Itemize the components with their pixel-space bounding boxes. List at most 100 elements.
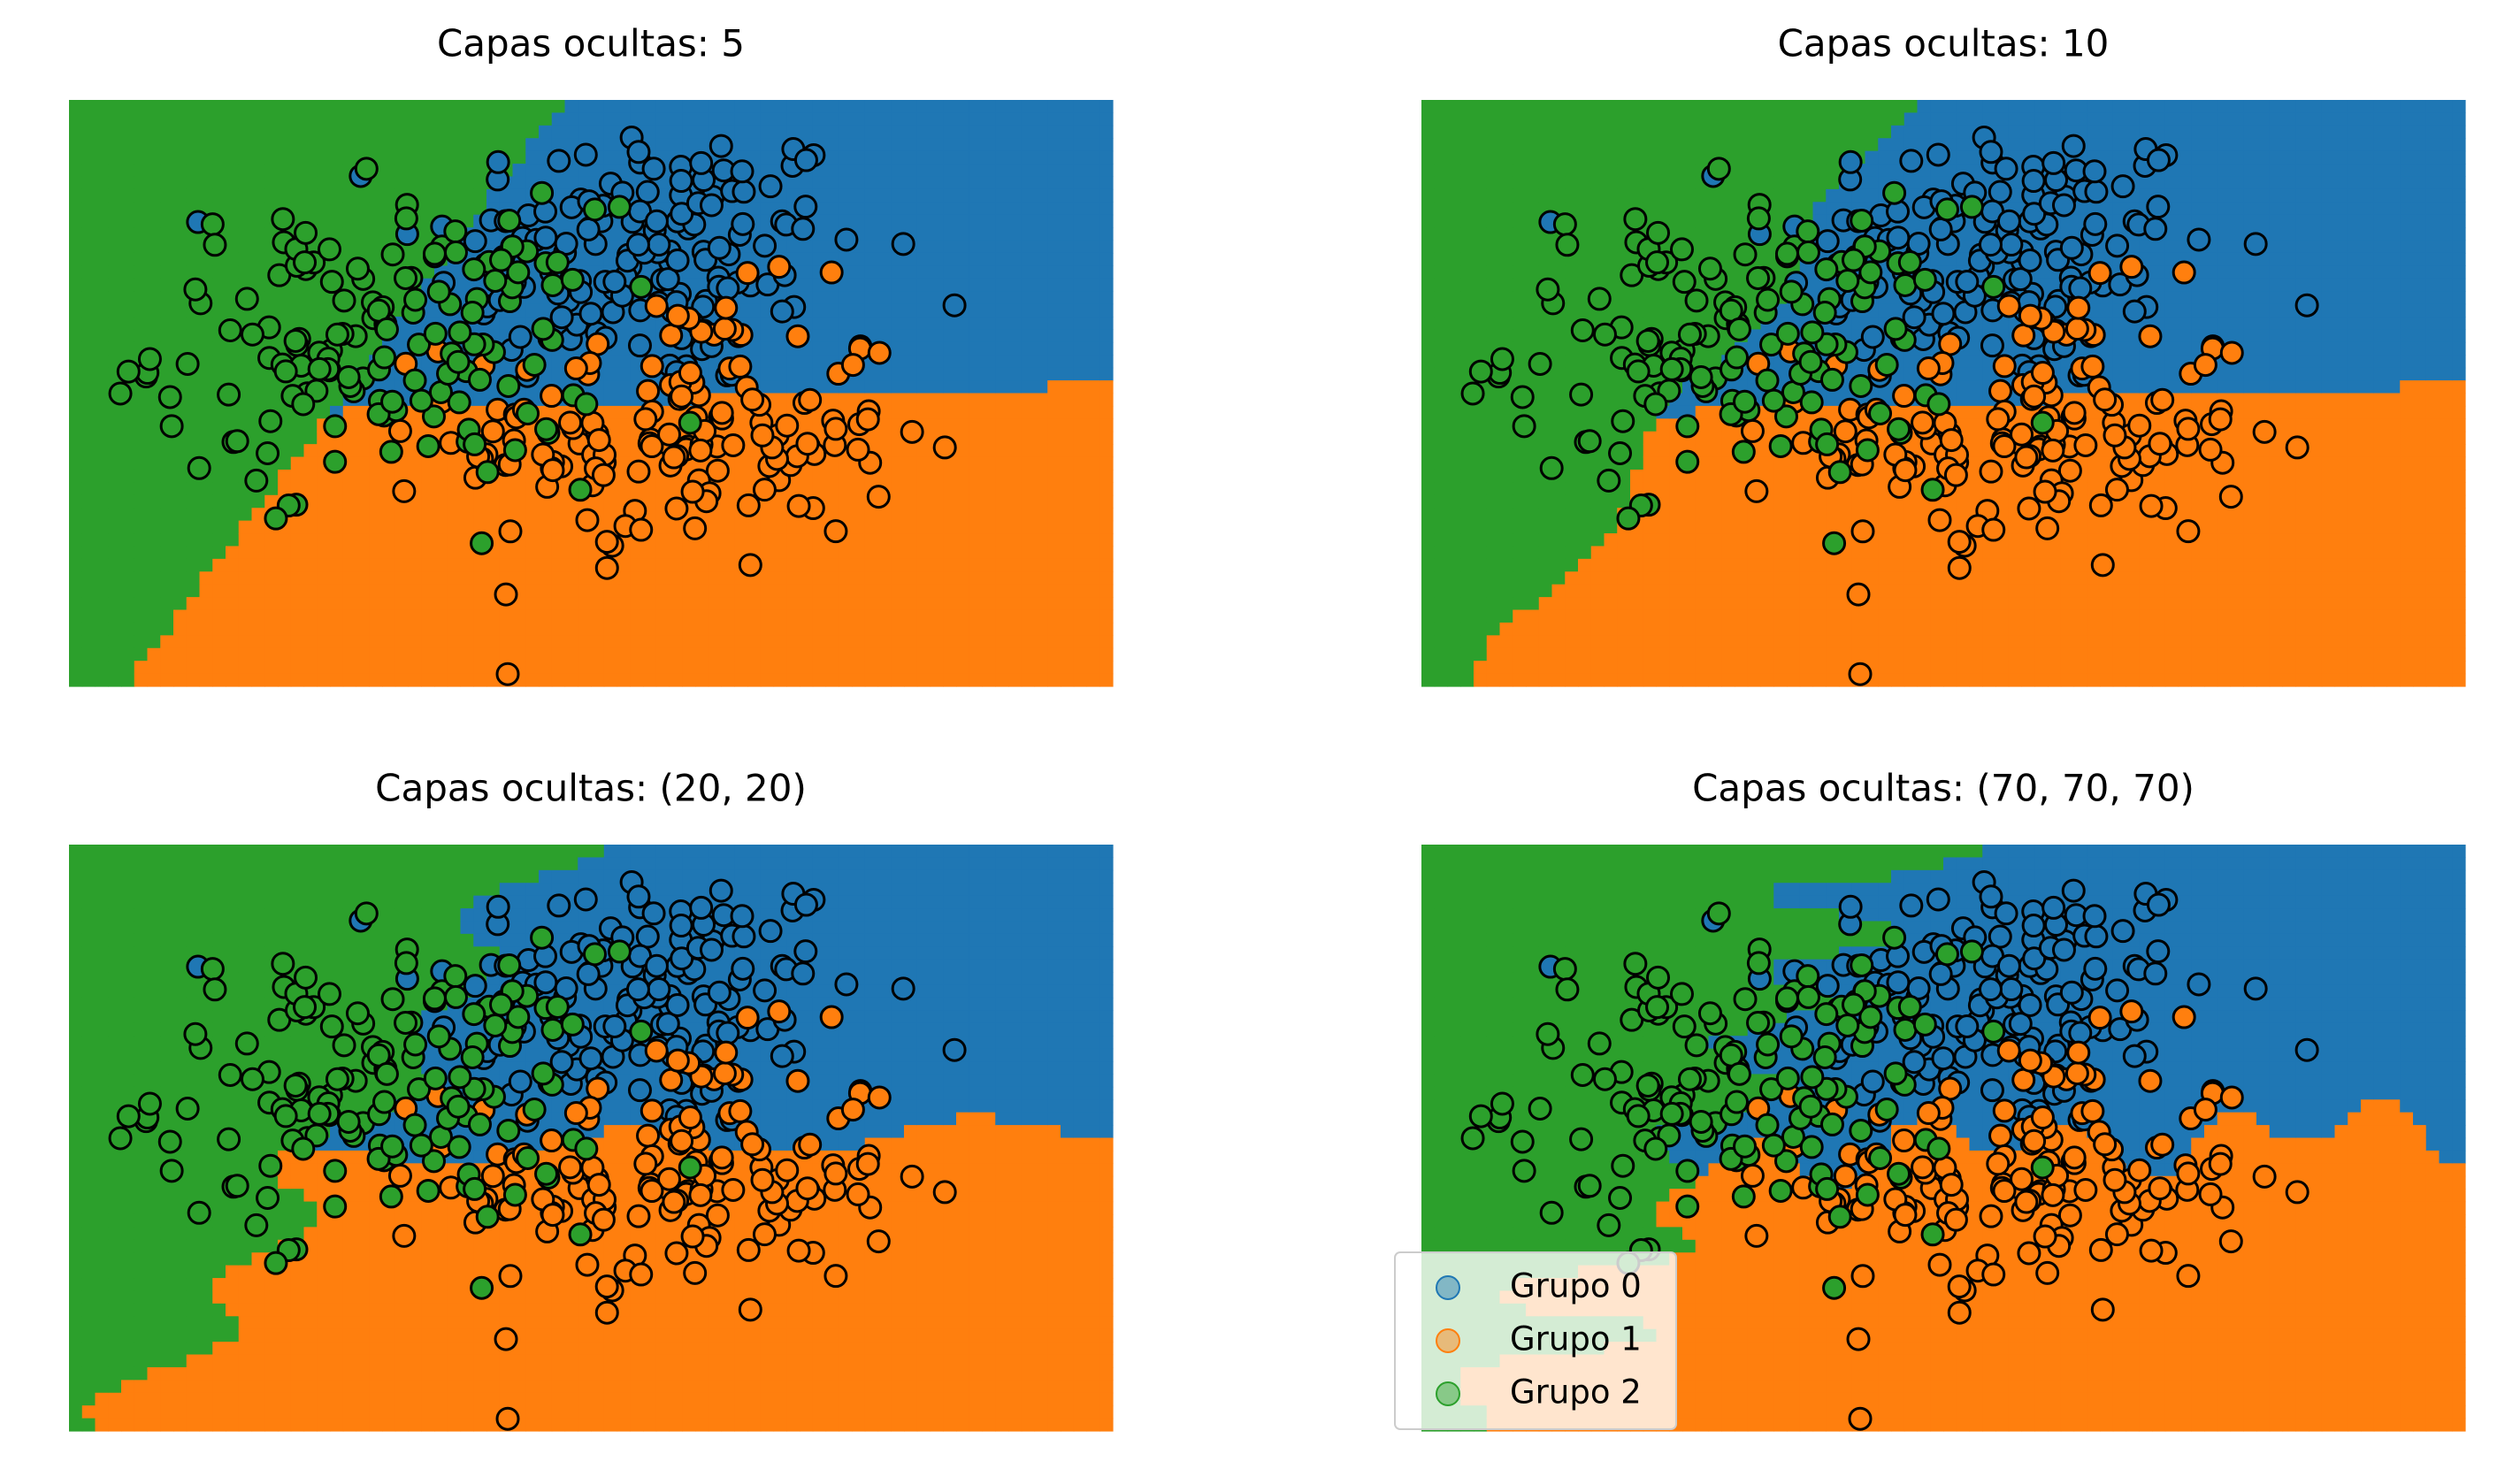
region-cell bbox=[1099, 546, 1114, 560]
region-cell bbox=[578, 533, 592, 547]
region-cell bbox=[342, 202, 357, 216]
region-cell bbox=[551, 661, 566, 675]
region-cell bbox=[1538, 520, 1553, 534]
data-point bbox=[558, 410, 583, 435]
region-cell bbox=[473, 673, 487, 687]
region-cell bbox=[81, 494, 96, 509]
region-cell bbox=[786, 647, 800, 662]
region-cell bbox=[930, 494, 944, 509]
region-cell bbox=[81, 482, 96, 496]
region-cell bbox=[1460, 584, 1474, 598]
region-cell bbox=[512, 188, 526, 203]
region-cell bbox=[969, 227, 984, 241]
region-cell bbox=[564, 661, 578, 675]
region-cell bbox=[812, 661, 827, 675]
region-cell bbox=[121, 278, 135, 292]
region-cell bbox=[1486, 317, 1501, 331]
region-cell bbox=[982, 584, 996, 598]
region-cell bbox=[551, 647, 566, 662]
region-cell bbox=[525, 546, 540, 560]
region-cell bbox=[1590, 367, 1605, 381]
region-cell bbox=[864, 240, 879, 254]
region-cell bbox=[904, 303, 918, 318]
region-cell bbox=[134, 444, 149, 458]
region-cell bbox=[916, 558, 931, 572]
region-cell bbox=[1643, 469, 1658, 483]
region-cell bbox=[134, 647, 149, 662]
region-cell bbox=[147, 520, 161, 534]
region-cell bbox=[1590, 188, 1605, 203]
region-cell bbox=[342, 188, 357, 203]
region-cell bbox=[81, 635, 96, 649]
region-cell bbox=[447, 482, 462, 496]
region-cell bbox=[1643, 597, 1658, 611]
region-cell bbox=[382, 597, 396, 611]
region-cell bbox=[617, 355, 631, 369]
region-cell bbox=[956, 227, 970, 241]
region-cell bbox=[1073, 418, 1088, 432]
region-cell bbox=[956, 584, 970, 598]
region-cell bbox=[525, 469, 540, 483]
region-cell bbox=[1034, 456, 1048, 471]
region-cell bbox=[969, 341, 984, 356]
region-cell bbox=[81, 176, 96, 190]
region-cell bbox=[1421, 533, 1436, 547]
region-cell bbox=[1073, 100, 1088, 114]
region-cell bbox=[1073, 482, 1088, 496]
data-point bbox=[846, 437, 870, 462]
region-cell bbox=[434, 150, 448, 164]
region-cell bbox=[1034, 278, 1048, 292]
region-cell bbox=[160, 482, 174, 496]
region-cell bbox=[460, 546, 474, 560]
region-cell bbox=[447, 138, 462, 152]
data-point bbox=[200, 212, 225, 237]
region-cell bbox=[81, 405, 96, 419]
region-cell bbox=[290, 673, 305, 687]
region-cell bbox=[1499, 635, 1513, 649]
region-cell bbox=[825, 661, 839, 675]
region-cell bbox=[995, 329, 1009, 343]
region-cell bbox=[1590, 546, 1605, 560]
region-cell bbox=[134, 533, 149, 547]
region-cell bbox=[539, 661, 553, 675]
region-cell bbox=[603, 150, 618, 164]
region-cell bbox=[943, 380, 957, 394]
region-cell bbox=[760, 546, 775, 560]
region-cell bbox=[1578, 405, 1592, 419]
region-cell bbox=[982, 240, 996, 254]
region-cell bbox=[212, 494, 226, 509]
region-cell bbox=[186, 661, 201, 675]
region-cell bbox=[290, 176, 305, 190]
region-cell bbox=[1047, 647, 1061, 662]
region-cell bbox=[342, 661, 357, 675]
region-cell bbox=[1021, 622, 1036, 636]
region-cell bbox=[369, 469, 383, 483]
region-cell bbox=[1460, 571, 1474, 585]
region-cell bbox=[1590, 456, 1605, 471]
region-cell bbox=[1034, 214, 1048, 228]
region-cell bbox=[525, 558, 540, 572]
region-cell bbox=[982, 405, 996, 419]
region-cell bbox=[160, 202, 174, 216]
region-cell bbox=[943, 341, 957, 356]
region-cell bbox=[1447, 597, 1461, 611]
region-cell bbox=[1643, 291, 1658, 305]
region-cell bbox=[134, 329, 149, 343]
region-cell bbox=[95, 240, 109, 254]
region-cell bbox=[408, 469, 422, 483]
data-point bbox=[283, 328, 308, 353]
region-cell bbox=[1034, 661, 1048, 675]
region-cell bbox=[539, 673, 553, 687]
region-cell bbox=[1460, 597, 1474, 611]
region-cell bbox=[1034, 571, 1048, 585]
region-cell bbox=[773, 673, 787, 687]
region-cell bbox=[1021, 303, 1036, 318]
region-cell bbox=[1047, 584, 1061, 598]
region-cell bbox=[1034, 469, 1048, 483]
data-point bbox=[767, 255, 792, 279]
data-point bbox=[867, 340, 892, 365]
region-cell bbox=[290, 444, 305, 458]
region-cell bbox=[877, 673, 892, 687]
region-cell bbox=[278, 647, 292, 662]
region-cell bbox=[800, 176, 814, 190]
